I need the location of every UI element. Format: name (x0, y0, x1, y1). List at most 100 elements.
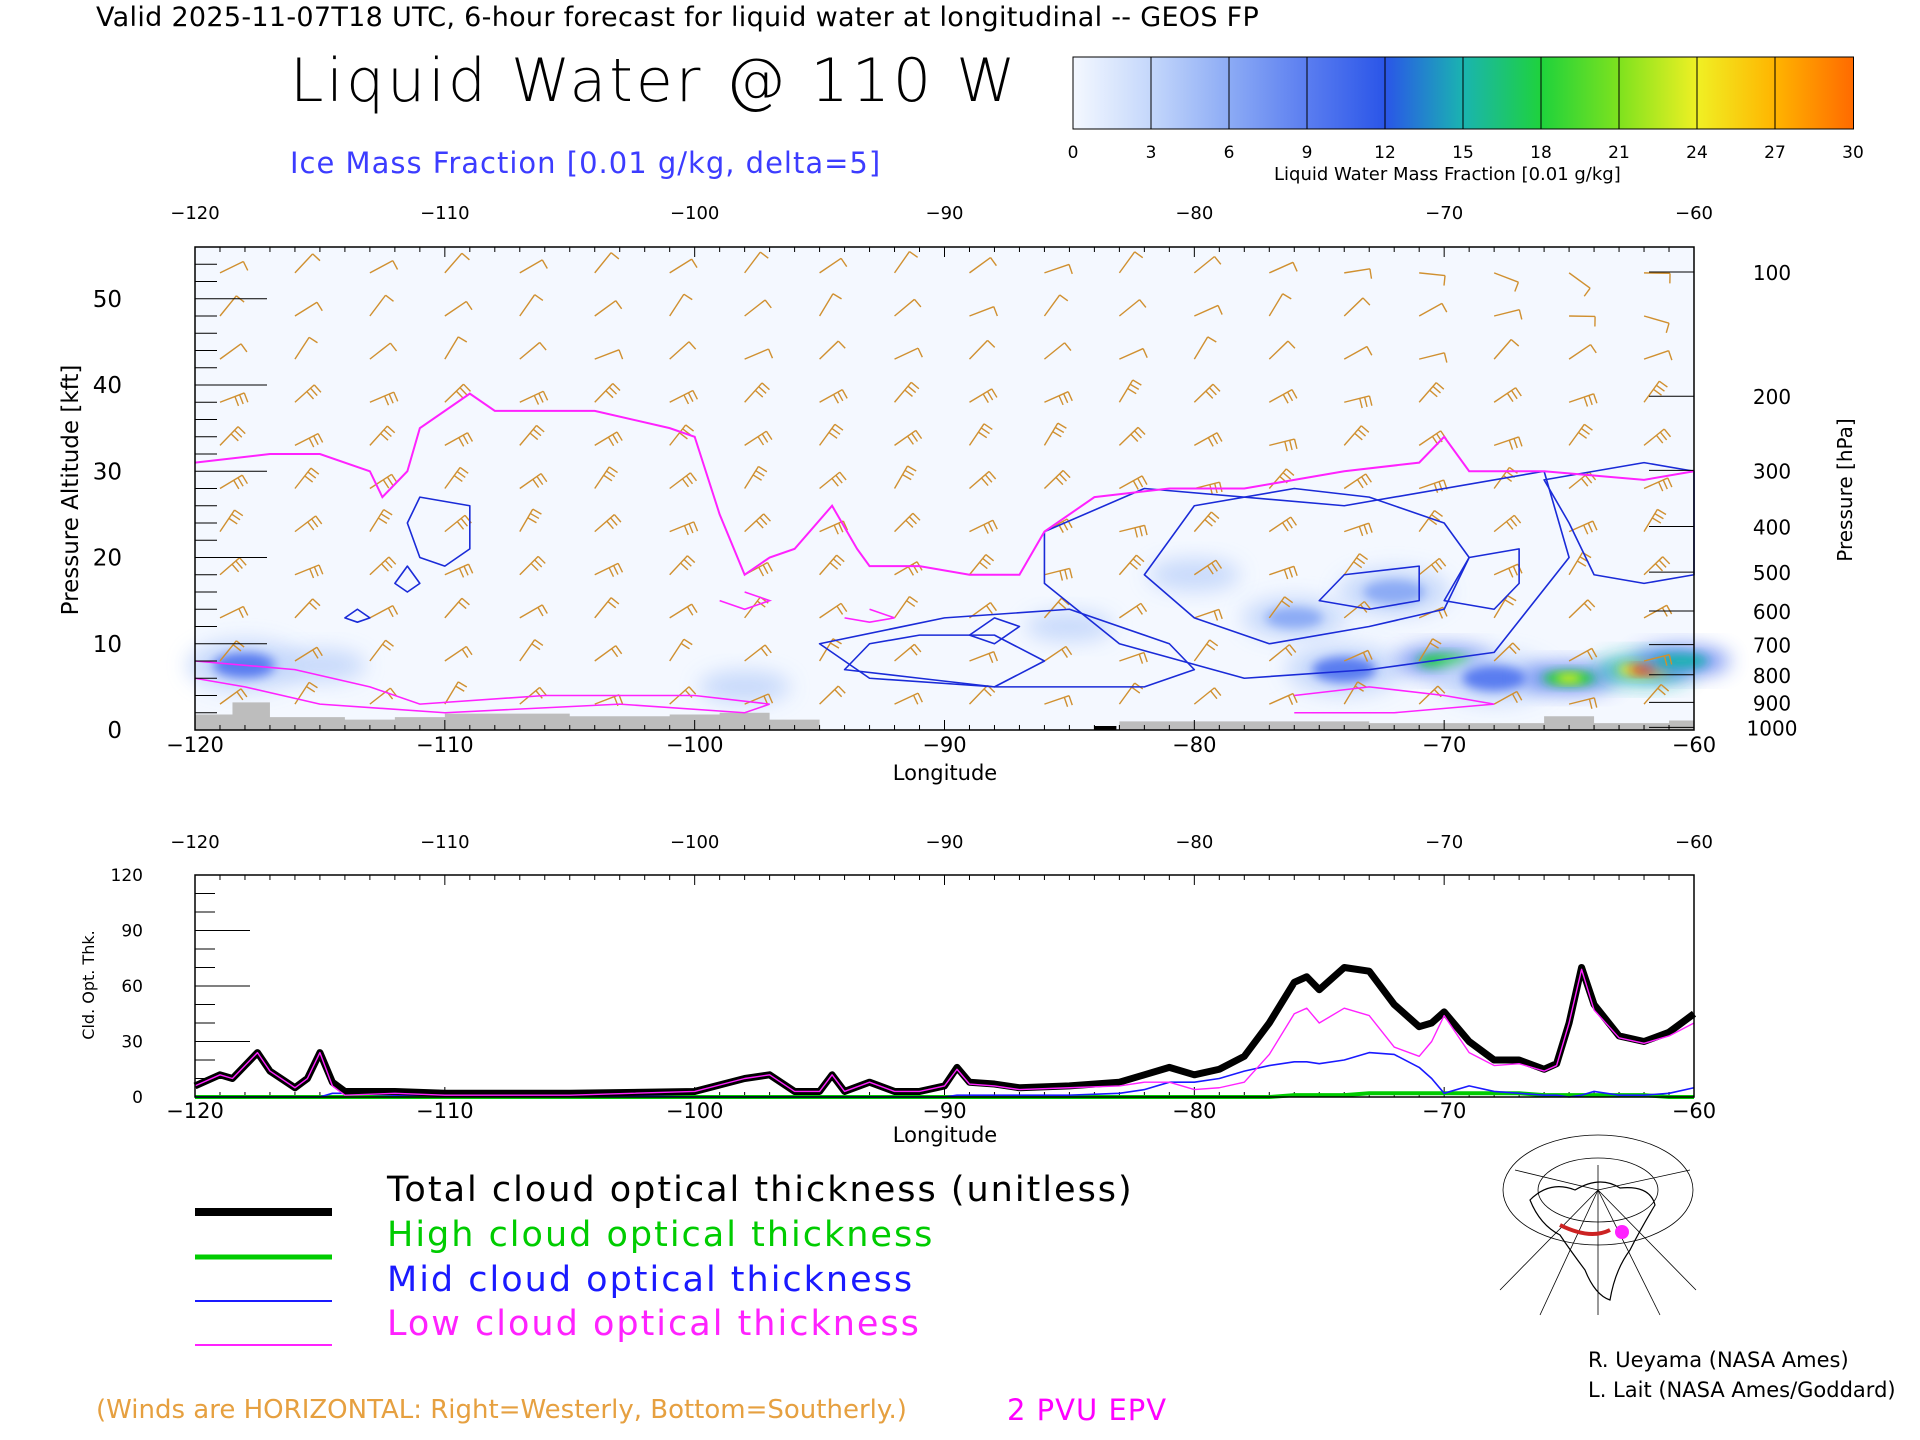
wind-barb-flag (759, 516, 768, 526)
od-top-tick-label: −70 (1425, 832, 1463, 853)
wind-barb-flag (755, 520, 764, 529)
legend-label-high: High cloud optical thickness (387, 1215, 935, 1255)
wind-barb-flag (1353, 561, 1363, 569)
wind-barb-shaft (1193, 336, 1209, 360)
wind-barb-flag (1213, 687, 1222, 696)
od-y-tick-label: 90 (121, 922, 143, 942)
wind-barb-flag (1428, 518, 1438, 526)
wind-barb-shaft (519, 294, 536, 317)
wind-barb-flag (686, 555, 696, 564)
wind-barb-flag (841, 389, 848, 399)
wind-barb-flag (537, 555, 546, 564)
wind-barb-flag (983, 688, 992, 697)
wind-barb-flag (915, 430, 923, 440)
wind-barb-flag (612, 434, 619, 444)
wind-barb-flag (691, 603, 698, 613)
wind-barb-flag (308, 336, 318, 344)
wind-barb-flag (993, 651, 998, 662)
wind-barb-shaft (819, 340, 839, 360)
wind-barb-flag (1141, 475, 1148, 485)
wind-barb-flag (234, 429, 243, 438)
y-axis-label: Pressure Altitude [kft] (58, 365, 84, 616)
wind-barb-flag (1292, 693, 1298, 703)
wind-barb-flag (613, 514, 622, 523)
wind-barb-flag (1508, 567, 1514, 578)
wind-barb-flag (612, 383, 621, 391)
wind-barb-flag (1212, 434, 1219, 445)
wind-barb-shaft (893, 251, 911, 274)
wind-barb-flag (532, 508, 542, 515)
wind-barb-shaft (1193, 559, 1217, 576)
wind-barb-flag (1658, 481, 1664, 492)
y-tick-label: 10 (93, 632, 122, 658)
wind-barb-flag (1431, 564, 1439, 573)
wind-barb-flag (1138, 653, 1144, 664)
wind-barb-shaft (1418, 302, 1443, 317)
wind-barb-flag (986, 391, 994, 401)
wind-barb-flag (692, 390, 699, 400)
wind-barb-flag (230, 433, 239, 442)
wind-barb-shaft (1268, 293, 1284, 317)
wind-barb-flag (1657, 508, 1667, 516)
wind-barb-flag (1359, 398, 1363, 409)
wind-barb-shaft (369, 260, 394, 274)
liquid-water-peak (1555, 674, 1583, 683)
wind-barb-flag (683, 558, 692, 567)
wind-barb-flag (1437, 685, 1446, 694)
wind-barb-flag (685, 475, 694, 485)
wind-barb-flag (1508, 439, 1514, 450)
colorbar-tick-label: 30 (1842, 143, 1864, 163)
wind-barb-flag (305, 685, 316, 693)
cross-section-panel: −120 −110 −100 −90 −80 −70 −60 −120 −110 −100 −90 −… (58, 203, 1857, 785)
wind-barb-flag (1282, 394, 1289, 404)
wind-barb-flag (1136, 605, 1143, 615)
wind-barb-flag (532, 478, 540, 488)
pressure-tick-label: 300 (1753, 459, 1791, 483)
wind-barb-flag (541, 259, 548, 269)
wind-barb-flag (240, 688, 248, 698)
wind-barb-flag (527, 517, 537, 524)
wind-barb-flag (981, 477, 989, 487)
ice-contour (843, 634, 1046, 688)
wind-barb-flag (836, 554, 845, 563)
wind-barb-flag (1512, 565, 1519, 576)
wind-barb-flag (912, 512, 921, 521)
wind-barb-flag (1435, 382, 1445, 390)
ice-contour (1043, 470, 1570, 680)
od-y-tick-label: 60 (121, 977, 143, 997)
wind-barb-flag (1215, 559, 1223, 569)
wind-barb-flag (1354, 432, 1363, 441)
wind-barb-flag (832, 394, 840, 404)
top-tick-label: −120 (170, 203, 219, 224)
wind-barb-flag (761, 433, 769, 443)
wind-barb-flag (987, 339, 996, 348)
top-tick-label: −110 (420, 203, 469, 224)
wind-barb-flag (1662, 556, 1671, 565)
wind-barb-flag (763, 513, 771, 522)
ice-contour (1143, 487, 1470, 645)
wind-barb-flag (1432, 638, 1442, 645)
pressure-tick-label: 200 (1753, 385, 1791, 409)
wind-barb-shaft (744, 299, 766, 317)
pressure-tick-label: 700 (1753, 634, 1791, 658)
wind-barb-shaft (669, 258, 693, 274)
wind-barb-shaft (968, 339, 989, 360)
wind-barb-flag (1217, 305, 1223, 315)
wind-barb-flag (315, 515, 323, 525)
liquid-water-blob (698, 670, 791, 704)
wind-barb-flag (1132, 480, 1139, 490)
wind-barb-shaft (1269, 438, 1295, 447)
wind-barb-flag (993, 306, 998, 317)
wind-barb-flag (982, 393, 989, 403)
colorbar-tick-label: 9 (1302, 143, 1313, 163)
wind-barb-flag (462, 434, 469, 445)
wind-barb-shaft (594, 597, 612, 619)
wind-barb-flag (1209, 639, 1219, 647)
wind-barb-shaft (1268, 596, 1286, 619)
wind-barb-shaft (819, 257, 842, 274)
wind-barb-flag (1213, 610, 1219, 621)
wind-barb-flag (461, 648, 469, 658)
wind-barb-shaft (1643, 556, 1664, 576)
wind-barb-flag (617, 563, 624, 573)
pressure-tick-label: 1000 (1747, 716, 1798, 740)
